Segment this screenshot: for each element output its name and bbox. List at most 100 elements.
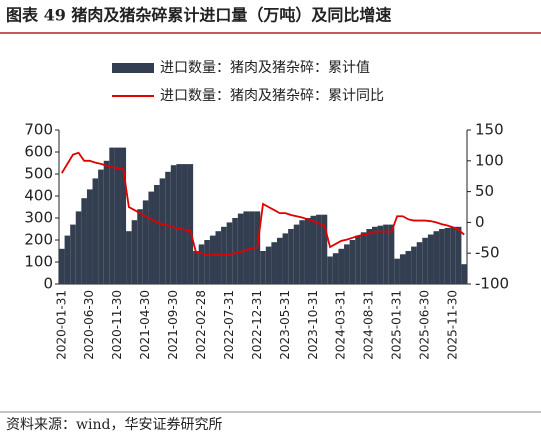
chart-title: 图表 49 猪肉及猪杂碎累计进口量（万吨）及同比增速: [6, 6, 391, 25]
y2-tick-label: 0: [475, 213, 485, 231]
bar: [461, 264, 467, 284]
x-tick-label: 2024-08-31: [362, 290, 376, 360]
y2-tick-label: -50: [475, 244, 500, 262]
x-tick-label: 2021-04-30: [138, 290, 152, 360]
bar: [455, 226, 462, 284]
bar: [271, 242, 277, 284]
legend-label: 进口数量：猪肉及猪杂碎：累计值: [160, 60, 370, 76]
bar: [450, 226, 456, 284]
bar: [338, 248, 345, 284]
bar: [64, 235, 71, 284]
y2-tick-label: 50: [475, 182, 494, 200]
bar: [159, 178, 166, 284]
bar: [215, 231, 222, 284]
bar: [344, 244, 350, 284]
bar: [237, 213, 244, 284]
bar: [316, 214, 322, 284]
y-tick-label: 400: [24, 187, 53, 205]
bar: [193, 251, 199, 284]
y-tick-label: 700: [24, 121, 53, 139]
bar: [137, 209, 143, 284]
bar: [332, 253, 339, 284]
x-tick-label: 2022-07-31: [222, 290, 236, 360]
y-tick-label: 0: [43, 275, 53, 293]
bar: [187, 164, 194, 284]
bar: [181, 164, 188, 284]
bar: [371, 226, 378, 284]
bar: [142, 200, 149, 284]
bar: [226, 222, 233, 284]
x-tick-label: 2021-09-30: [166, 290, 180, 360]
y2-tick-label: 150: [475, 121, 504, 139]
bar: [321, 214, 328, 284]
bar: [360, 232, 367, 284]
bar: [399, 254, 406, 284]
bar: [304, 218, 311, 284]
y2-tick-label: -100: [475, 275, 509, 293]
y-tick-label: 200: [24, 231, 53, 249]
source: 资料来源：wind，华安证券研究所: [6, 417, 222, 433]
bar: [131, 220, 138, 284]
x-tick-label: 2020-01-31: [54, 290, 68, 360]
y-tick-label: 300: [24, 209, 53, 227]
bar: [86, 189, 93, 284]
x-tick-label: 2020-06-30: [82, 290, 96, 360]
bar: [327, 256, 333, 284]
bar: [422, 237, 428, 284]
bar: [383, 224, 389, 284]
bar: [148, 191, 155, 284]
bar: [355, 235, 361, 284]
bar: [349, 240, 356, 284]
bar: [288, 229, 294, 284]
x-tick-label: 2025-11-30: [446, 290, 460, 360]
x-tick-label: 2022-02-28: [194, 290, 208, 360]
bar: [377, 225, 384, 284]
y-tick-label: 600: [24, 143, 53, 161]
x-tick-label: 2023-10-31: [306, 290, 320, 360]
bar: [232, 218, 238, 284]
x-tick-label: 2023-05-31: [278, 290, 292, 360]
legend-swatch: [112, 63, 154, 73]
y-tick-label: 500: [24, 165, 53, 183]
bar: [282, 233, 289, 284]
bar: [299, 220, 305, 284]
bar: [433, 231, 440, 284]
bar: [114, 147, 121, 284]
bar: [120, 147, 127, 284]
bar: [103, 160, 110, 284]
bar: [243, 211, 250, 284]
bar: [416, 242, 423, 284]
bar: [411, 246, 417, 284]
bar: [109, 147, 115, 284]
bar: [70, 224, 76, 284]
bar: [154, 185, 160, 284]
bar: [366, 229, 372, 284]
bar: [394, 258, 400, 284]
x-tick-label: 2025-06-30: [418, 290, 432, 360]
bar: [176, 164, 182, 284]
y-tick-label: 100: [24, 253, 53, 271]
bar: [204, 240, 210, 284]
bar: [75, 211, 82, 284]
bar: [427, 234, 434, 284]
bar: [165, 171, 171, 284]
bar: [98, 169, 104, 284]
bar: [170, 165, 177, 284]
x-tick-label: 2025-01-31: [390, 290, 404, 360]
bar: [293, 224, 300, 284]
x-tick-label: 2020-11-30: [110, 290, 124, 360]
bar: [81, 198, 87, 284]
bar: [388, 224, 395, 284]
bar: [126, 231, 132, 284]
bar: [276, 237, 283, 284]
bar: [265, 246, 272, 284]
bar: [439, 229, 445, 284]
bar: [198, 244, 205, 284]
bar: [92, 178, 99, 284]
bar: [59, 248, 65, 284]
line: [61, 151, 465, 256]
x-tick-label: 2022-12-31: [250, 290, 264, 360]
bar: [260, 251, 266, 284]
y2-tick-label: 100: [475, 151, 504, 169]
